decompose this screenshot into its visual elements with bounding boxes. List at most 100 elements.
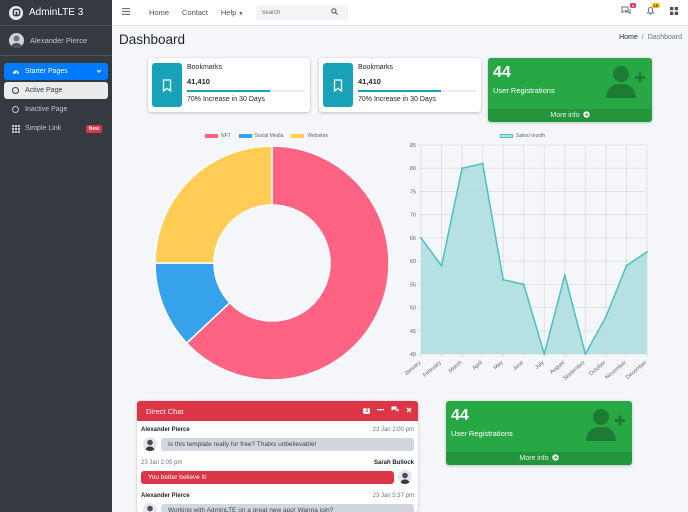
breadcrumb-home[interactable]: Home [619, 34, 638, 41]
chat-message-time: 23 Jan 5:37 pm [372, 493, 414, 499]
y-tick-label: 50 [410, 306, 416, 312]
y-tick-label: 85 [410, 143, 416, 149]
notifications-dropdown[interactable]: 15 [646, 3, 660, 17]
sidebar-item-inactive-page[interactable]: Inactive Page [4, 101, 108, 118]
navbar-right: 3 15 [621, 3, 678, 17]
nav-link-home[interactable]: Home [149, 8, 170, 17]
data-point[interactable] [440, 264, 443, 267]
chat-message-time: 23 Jan 2:05 pm [141, 460, 183, 466]
data-point[interactable] [543, 353, 546, 355]
user-panel[interactable]: Alexander Pierce [0, 26, 112, 56]
area-chart-legend: Sales/ month [500, 133, 549, 139]
data-point[interactable] [646, 250, 648, 253]
new-badge: New [85, 124, 102, 133]
chat-message: 23 Jan 2:05 pm Sarah Bullock You better … [137, 454, 418, 487]
progress-track [358, 90, 476, 92]
x-tick-label: March [448, 360, 464, 374]
small-box-number: 44 [493, 64, 511, 81]
legend-label: Sales/ month [516, 133, 546, 139]
info-box-label: Bookmarks [358, 64, 394, 71]
search-input[interactable] [256, 9, 332, 16]
close-icon[interactable] [406, 407, 412, 415]
x-tick-label: June [512, 360, 525, 372]
sidebar-item-label: Active Page [25, 87, 63, 94]
data-point[interactable] [563, 274, 566, 277]
top-navbar: Home Contact Help ▼ 3 15 [112, 0, 688, 26]
messages-count-badge: 3 [629, 3, 636, 8]
x-tick-label: November [604, 360, 627, 381]
progress-bar [358, 90, 441, 92]
small-box-label: User Registrations [451, 429, 513, 438]
chat-message-text: Is this template really for free? Thatxs… [161, 438, 414, 451]
data-point[interactable] [625, 264, 628, 267]
x-tick-label: October [588, 360, 607, 377]
more-info-link[interactable]: More info [488, 109, 652, 122]
direct-chat-header: Direct Chat 3 [137, 401, 418, 421]
data-point[interactable] [461, 167, 464, 170]
hamburger-menu-icon[interactable] [122, 7, 136, 18]
sidebar-item-label: Starter Pages [25, 68, 68, 75]
y-tick-label: 45 [410, 329, 416, 335]
small-box-user-registrations-1: 44 User Registrations More info [488, 58, 652, 122]
data-point[interactable] [584, 353, 587, 355]
nav-link-contact[interactable]: Contact [182, 8, 208, 17]
caret-down-icon: ▼ [238, 11, 244, 17]
data-point[interactable] [604, 315, 607, 318]
notifications-count-badge: 15 [651, 3, 660, 8]
sidebar-item-label: Simple Link [25, 125, 62, 132]
apps-grid-icon[interactable] [670, 6, 678, 17]
sidebar-nav: Starter Pages Active Page Inactive Page … [0, 57, 112, 137]
arrow-circle-right-icon [551, 454, 559, 463]
bell-icon [646, 7, 655, 15]
doughnut-slice-nft[interactable] [185, 145, 390, 381]
brand-logo-icon [9, 5, 23, 20]
legend-swatch [205, 134, 218, 138]
chat-message: Alexander Pierce 23 Jan 5:37 pm Working … [137, 487, 418, 512]
x-tick-label: February [422, 360, 443, 379]
doughnut-slice-websites[interactable] [154, 145, 273, 264]
legend-swatch [291, 134, 305, 138]
data-point[interactable] [522, 283, 525, 286]
nav-link-help[interactable]: Help ▼ [221, 8, 243, 17]
brand-link[interactable]: AdminLTE 3 [0, 0, 112, 26]
y-tick-label: 70 [410, 213, 416, 219]
legend-item-websites[interactable]: Websites [291, 133, 328, 139]
doughnut-legend: NFT Social Media Websites [205, 133, 332, 139]
legend-label: Social Media [254, 133, 284, 139]
legend-item-nft[interactable]: NFT [205, 133, 231, 139]
bookmark-icon [152, 63, 182, 107]
x-tick-label: December [625, 360, 648, 381]
direct-chat-title: Direct Chat [146, 406, 184, 416]
comments-icon[interactable] [391, 406, 399, 415]
progress-description: 70% Increase in 30 Days [358, 96, 436, 103]
y-tick-label: 60 [410, 259, 416, 265]
minus-icon[interactable] [377, 406, 384, 415]
legend-label: Websites [307, 133, 328, 139]
info-box-number: 41,410 [358, 77, 381, 86]
data-point[interactable] [481, 162, 484, 165]
sidebar-item-starter-pages[interactable]: Starter Pages [4, 63, 108, 80]
chat-message-time: 23 Jan 2:00 pm [372, 427, 414, 433]
area-chart: 40 45 50 55 60 65 70 75 80 85 January February March… [403, 143, 648, 382]
sidebar-item-label: Inactive Page [25, 106, 68, 113]
legend-item-sales[interactable]: Sales/ month [500, 133, 545, 139]
sidebar-item-simple-link[interactable]: Simple Link New [4, 120, 108, 137]
y-tick-label: 80 [410, 166, 416, 172]
legend-item-social-media[interactable]: Social Media [238, 133, 284, 139]
search-icon[interactable] [331, 8, 339, 17]
more-info-link[interactable]: More info [446, 452, 632, 465]
doughnut-chart [154, 145, 390, 381]
data-point[interactable] [420, 236, 422, 239]
breadcrumb-separator: / [641, 34, 644, 41]
chat-message-text: Working with AdminLTE on a great new app… [161, 504, 414, 512]
y-tick-label: 55 [410, 282, 416, 288]
sidebar-item-active-page[interactable]: Active Page [4, 82, 108, 99]
chat-message: Alexander Pierce 23 Jan 2:00 pm Is this … [137, 421, 418, 454]
progress-bar [187, 90, 270, 92]
small-box-number: 44 [451, 407, 469, 424]
more-info-label: More info [519, 455, 549, 462]
messages-dropdown[interactable]: 3 [621, 3, 636, 17]
navbar-search [256, 5, 349, 20]
data-point[interactable] [502, 278, 505, 281]
y-tick-label: 65 [410, 236, 416, 242]
